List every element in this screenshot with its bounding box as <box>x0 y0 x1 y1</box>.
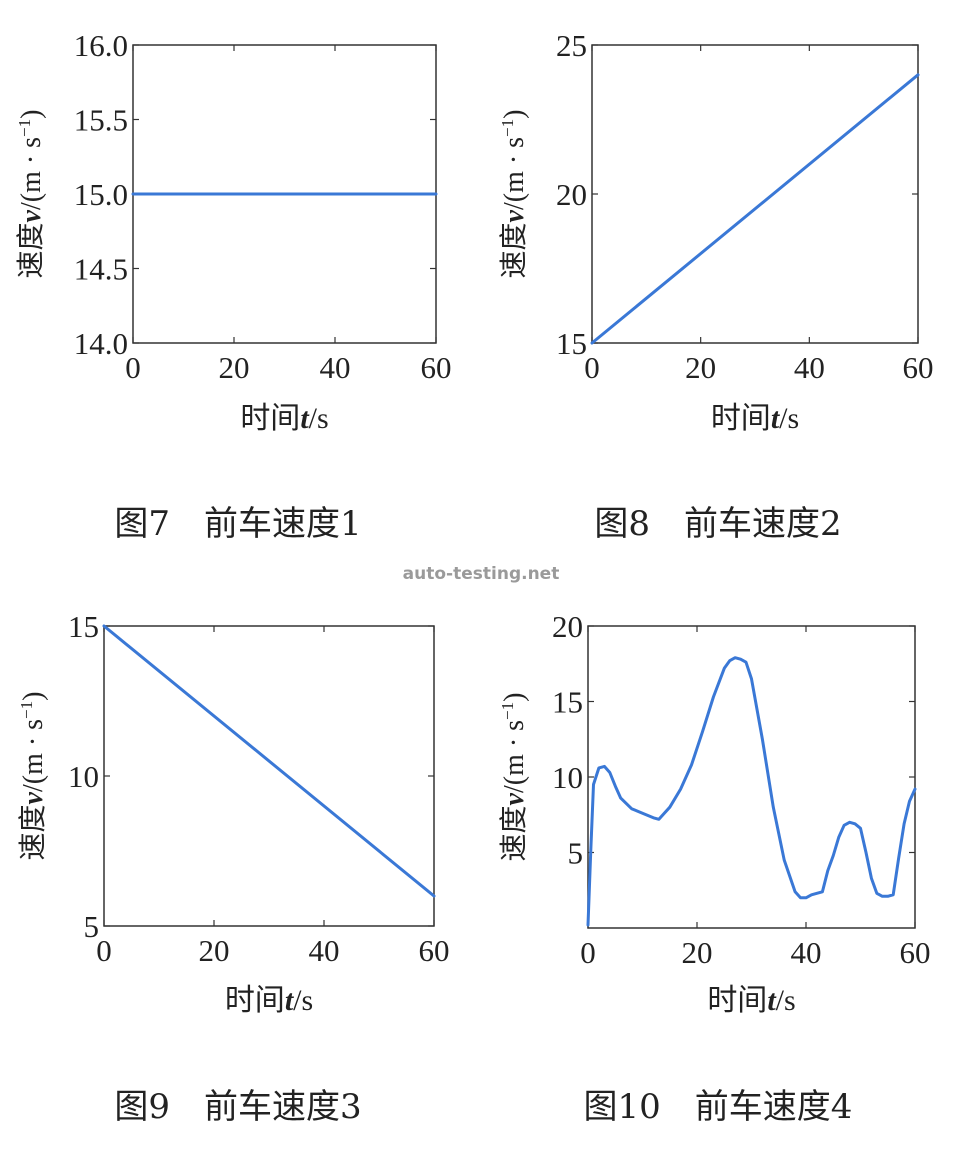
y-tick-label: 20 <box>552 609 583 644</box>
chart-2: 0 20 40 60 15 20 25 时间t/s 速度v/(m · s−1) 图8 前车速度2 <box>498 28 934 544</box>
x-tick-label: 60 <box>419 933 450 968</box>
figure-caption: 图9 前车速度3 <box>114 1087 361 1127</box>
y-axis-label: 速度v/(m · s−1) <box>498 693 530 862</box>
x-tick-label: 0 <box>96 933 112 968</box>
figure-caption: 图10 前车速度4 <box>584 1087 853 1127</box>
x-tick-label: 0 <box>580 935 596 970</box>
x-tick-label: 20 <box>685 350 716 385</box>
y-tick-label: 10 <box>552 760 583 795</box>
x-tick-label: 20 <box>682 935 713 970</box>
x-tick-label: 20 <box>219 350 250 385</box>
series-line <box>102 624 436 898</box>
y-tick-label: 10 <box>68 759 99 794</box>
chart-3: 0 20 40 60 5 10 15 时间t/s 速度v/(m · s−1) 图9 前车速度3 <box>17 609 450 1127</box>
x-axis-label: 时间t/s <box>225 984 313 1017</box>
x-tick-label: 20 <box>199 933 230 968</box>
x-tick-label: 60 <box>421 350 452 385</box>
y-tick-label: 5 <box>84 909 100 944</box>
y-tick-label: 25 <box>556 28 587 63</box>
x-tick-label: 40 <box>794 350 825 385</box>
y-axis-label: 速度v/(m · s−1) <box>15 110 47 279</box>
x-tick-label: 40 <box>309 933 340 968</box>
x-tick-label: 40 <box>320 350 351 385</box>
y-tick-label: 16.0 <box>74 28 128 63</box>
series-line <box>586 656 917 927</box>
x-axis-label: 时间t/s <box>707 984 795 1017</box>
y-tick-label: 15 <box>68 609 99 644</box>
y-tick-label: 20 <box>556 177 587 212</box>
y-tick-label: 15.0 <box>74 177 128 212</box>
x-tick-label: 0 <box>125 350 141 385</box>
y-tick-label: 15 <box>556 326 587 361</box>
y-tick-label: 15 <box>552 685 583 720</box>
y-tick-label: 15.5 <box>74 103 128 138</box>
x-axis-label: 时间t/s <box>711 402 799 435</box>
chart-4: 0 20 40 60 5 10 15 20 时间t/s 速度v/(m · s−1) 图10 前车速度… <box>498 609 931 1127</box>
plot-frame <box>587 625 916 929</box>
y-tick-label: 5 <box>568 836 584 871</box>
x-tick-label: 40 <box>791 935 822 970</box>
y-tick-label: 14.0 <box>74 326 128 361</box>
watermark: auto-testing.net <box>403 564 560 584</box>
x-tick-label: 60 <box>903 350 934 385</box>
chart-1: 0 20 40 60 14.0 14.5 15.0 15.5 16.0 时间t/s 速度v/(m ·… <box>15 28 452 544</box>
figure-caption: 图7 前车速度1 <box>114 504 361 544</box>
x-tick-label: 0 <box>584 350 600 385</box>
plot-frame <box>103 625 435 927</box>
plot-frame <box>591 44 919 344</box>
figure-caption: 图8 前车速度2 <box>594 504 841 544</box>
series-line <box>590 73 920 345</box>
y-axis-label: 速度v/(m · s−1) <box>498 110 530 279</box>
y-axis-label: 速度v/(m · s−1) <box>17 692 49 861</box>
y-tick-label: 14.5 <box>74 252 128 287</box>
x-axis-label: 时间t/s <box>240 402 328 435</box>
x-tick-label: 60 <box>900 935 931 970</box>
